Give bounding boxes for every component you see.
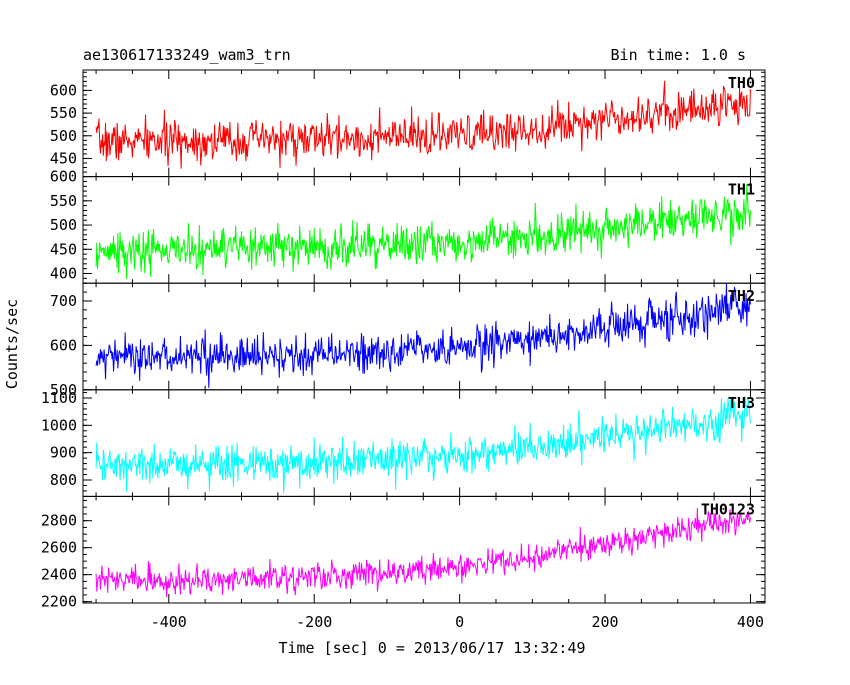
y-tick-label: 2800 (41, 512, 77, 530)
y-tick-label: 450 (50, 149, 77, 167)
y-tick-label: 500 (50, 381, 77, 399)
panel-th2: 500 600 700 TH2 (50, 282, 766, 399)
y-tick-label: 450 (50, 240, 77, 258)
series-line-th0123 (95, 508, 751, 598)
panel-th0: 450 500 550 600 TH0 (50, 69, 766, 178)
y-tick-label: 700 (50, 292, 77, 310)
series-line-th2 (95, 283, 751, 388)
panel-label-th3: TH3 (728, 394, 755, 412)
panel-frame (82, 495, 766, 604)
y-tick-label: 500 (50, 216, 77, 234)
panel-th3: 800 900 1000 1100 TH3 (41, 389, 766, 497)
y-tick-label: 600 (50, 81, 77, 99)
panel-frame (82, 69, 766, 178)
x-tick-label: 200 (591, 613, 618, 631)
series-line-th0 (95, 80, 751, 169)
x-tick-label: 400 (737, 613, 764, 631)
y-tick-label: 550 (50, 104, 77, 122)
panels-group: 450 500 550 600 TH0 400 450 500 550 600 TH1 500 600 7… (41, 69, 766, 631)
y-tick-label: 400 (50, 265, 77, 283)
panel-label-th0: TH0 (728, 74, 755, 92)
y-tick-label: 2600 (41, 539, 77, 557)
y-tick-label: 900 (50, 444, 77, 462)
chart-title: ae130617133249_wam3_trn (83, 46, 291, 64)
series-line-th3 (95, 395, 751, 493)
x-tick-label: -200 (296, 613, 332, 631)
panel-th0123: 2200 2400 2600 2800 TH0123 -400 -200 0 200 400 (41, 495, 766, 631)
y-tick-label: 550 (50, 192, 77, 210)
panel-th1: 400 450 500 550 600 TH1 (50, 168, 766, 284)
y-tick-label: 1000 (41, 416, 77, 434)
panel-label-th1: TH1 (728, 181, 755, 199)
y-tick-label: 500 (50, 127, 77, 145)
y-tick-label: 2200 (41, 593, 77, 611)
y-tick-label: 800 (50, 471, 77, 489)
y-axis-label: Counts/sec (3, 299, 21, 389)
bin-time-label: Bin time: 1.0 s (611, 46, 746, 64)
x-axis-label: Time [sec] 0 = 2013/06/17 13:32:49 (278, 639, 585, 657)
panel-frame (82, 282, 766, 391)
y-tick-label: 2400 (41, 566, 77, 584)
panel-label-th0123: TH0123 (701, 500, 755, 518)
series-line-th1 (95, 184, 751, 279)
panel-label-th2: TH2 (728, 287, 755, 305)
y-tick-label: 600 (50, 168, 77, 186)
x-tick-label: 0 (455, 613, 464, 631)
x-tick-label: -400 (151, 613, 187, 631)
y-tick-label: 1100 (41, 389, 77, 407)
y-tick-label: 600 (50, 336, 77, 354)
